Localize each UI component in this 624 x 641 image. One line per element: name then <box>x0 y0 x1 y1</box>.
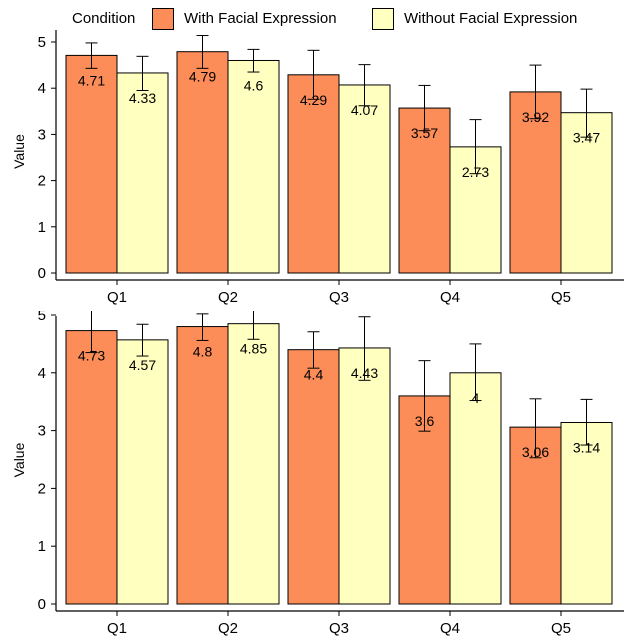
c0-bar-q3-without <box>338 84 391 274</box>
c0-data-label-q5-with: 3.92 <box>522 109 549 125</box>
c1-errorbar-q3-with <box>307 331 320 369</box>
c1-errorbar-q1-without <box>136 323 149 357</box>
c1-data-label-q4-without: 4 <box>472 390 480 406</box>
c0-errorbar-q4-with <box>418 84 431 132</box>
c1-bar-q2-with <box>176 326 229 605</box>
c1-errorbar-q4-with <box>418 360 431 432</box>
c0-data-label-q1-without: 4.33 <box>129 90 156 106</box>
c1-data-label-q3-without: 4.43 <box>351 365 378 381</box>
c1-errorbar-q1-with <box>85 311 98 354</box>
c1-x-tick-label-q3: Q3 <box>329 620 349 637</box>
legend-key-with-facial-expression <box>152 8 174 30</box>
c1-y-tick-label-1: 1 <box>38 538 46 555</box>
c1-y-tick-label-4: 4 <box>38 365 46 382</box>
c0-errorbar-q2-without <box>247 48 260 73</box>
legend-label-without-facial-expression: Without Facial Expression <box>404 10 578 27</box>
c1-errorbar-q5-with <box>529 398 542 459</box>
c1-y-axis-label: Value <box>11 442 27 477</box>
c0-bar-q5-without <box>560 112 613 274</box>
c1-data-label-q2-without: 4.85 <box>240 341 267 357</box>
c0-errorbar-q1-without <box>136 55 149 92</box>
c1-bar-q1-without <box>116 339 169 605</box>
c0-y-tick-label-1: 1 <box>38 219 46 236</box>
c1-bar-q2-without <box>227 323 280 605</box>
c1-y-tick-label-3: 3 <box>38 423 46 440</box>
c0-data-label-q2-with: 4.79 <box>189 69 216 85</box>
c1-x-tick-label-q4: Q4 <box>440 620 460 637</box>
c0-x-tick-label-q3: Q3 <box>329 289 349 306</box>
c1-y-tick-label-5: 5 <box>38 311 46 324</box>
c0-data-label-q4-with: 3.57 <box>411 125 438 141</box>
c1-data-label-q5-without: 3.14 <box>573 440 600 456</box>
c1-errorbar-q2-without <box>247 311 260 340</box>
c1-errorbar-q3-without <box>358 316 371 381</box>
c0-errorbar-q5-without <box>580 88 593 138</box>
c1-data-label-q1-without: 4.57 <box>129 357 156 373</box>
c0-data-label-q5-without: 3.47 <box>573 130 600 146</box>
c0-bar-q1-without <box>116 72 169 274</box>
c1-bar-q4-without <box>449 372 502 605</box>
c1-bar-q1-with <box>65 330 118 605</box>
c0-data-label-q2-without: 4.6 <box>244 77 264 93</box>
c1-data-label-q2-with: 4.8 <box>193 344 213 360</box>
c1-x-tick-label-q5: Q5 <box>551 620 571 637</box>
c0-y-tick-label-5: 5 <box>38 34 46 51</box>
c0-data-label-q1-with: 4.71 <box>78 72 105 88</box>
legend-label-with-facial-expression: With Facial Expression <box>184 10 337 27</box>
c0-errorbar-q1-with <box>85 42 98 69</box>
c1-data-label-q4-with: 3.6 <box>415 413 435 429</box>
chart-bottom: 0 1 2 3 4 5 Value Q1 4.73 4.57 Q2 4.8 4.85 Q3 4.4 4.43 Q… <box>11 311 624 637</box>
c1-data-label-q1-with: 4.73 <box>78 348 105 364</box>
c1-y-tick-label-2: 2 <box>38 480 46 497</box>
c0-bar-q2-without <box>227 59 280 274</box>
c0-x-tick-label-q2: Q2 <box>218 289 238 306</box>
c0-x-tick-label-q1: Q1 <box>107 289 127 306</box>
c0-bar-q5-with <box>509 91 562 274</box>
c0-y-axis-label: Value <box>11 134 27 169</box>
c1-bar-q3-with <box>287 349 340 605</box>
c1-data-label-q3-with: 4.4 <box>304 367 324 383</box>
c0-y-tick-label-2: 2 <box>38 173 46 190</box>
c0-errorbar-q4-without <box>469 119 482 175</box>
c1-errorbar-q5-without <box>580 398 593 446</box>
c0-errorbar-q3-without <box>358 64 371 107</box>
c1-errorbar-q2-with <box>196 313 209 341</box>
c0-errorbar-q5-with <box>529 64 542 120</box>
c1-x-tick-label-q2: Q2 <box>218 620 238 637</box>
c0-data-label-q3-with: 4.29 <box>300 92 327 108</box>
c0-x-tick-label-q5: Q5 <box>551 289 571 306</box>
c1-bar-q3-without <box>338 347 391 605</box>
c0-data-label-q3-without: 4.07 <box>351 102 378 118</box>
legend-title: Condition <box>72 10 136 27</box>
c1-errorbar-q4-without <box>469 343 482 402</box>
legend: Condition With Facial Expression Without… <box>0 0 624 44</box>
c0-bar-q4-with <box>398 107 451 274</box>
c1-y-tick-label-0: 0 <box>38 596 46 613</box>
c1-x-tick-label-q1: Q1 <box>107 620 127 637</box>
c0-bar-q2-with <box>176 51 229 274</box>
c0-y-tick-label-3: 3 <box>38 126 46 143</box>
c0-y-tick-label-0: 0 <box>38 265 46 282</box>
c0-errorbar-q2-with <box>196 35 209 69</box>
c0-x-tick-label-q4: Q4 <box>440 289 460 306</box>
chart-top: 0 1 2 3 4 5 Value Q1 4.71 4.33 Q2 4.79 4.6 Q3 4.29 4.07… <box>11 30 624 306</box>
legend-key-without-facial-expression <box>372 8 394 30</box>
c0-y-tick-label-4: 4 <box>38 80 46 97</box>
c0-errorbar-q3-with <box>307 49 320 100</box>
c0-bar-q1-with <box>65 54 118 274</box>
c0-data-label-q4-without: 2.73 <box>462 164 489 180</box>
c1-data-label-q5-with: 3.06 <box>522 444 549 460</box>
